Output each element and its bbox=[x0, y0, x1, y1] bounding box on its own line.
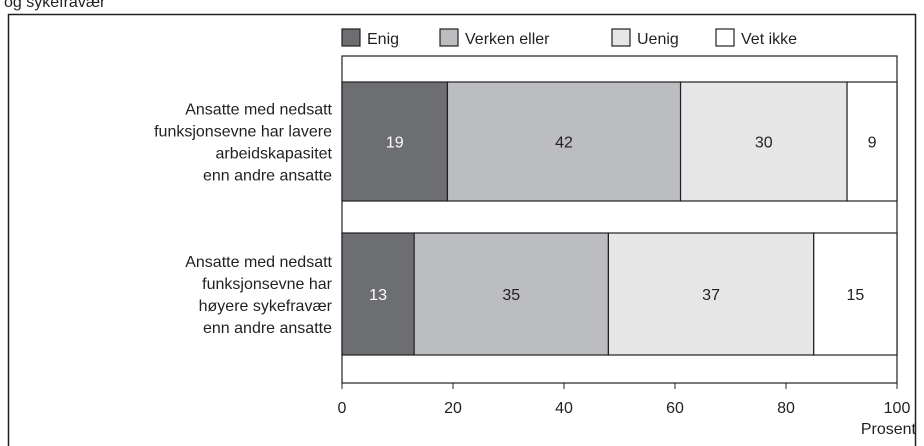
bar-segment bbox=[813, 232, 898, 356]
legend-swatch bbox=[439, 28, 459, 47]
data-label: 9 bbox=[868, 135, 877, 152]
legend-swatch bbox=[715, 28, 735, 47]
data-label: 19 bbox=[386, 135, 404, 152]
data-label: 30 bbox=[755, 135, 773, 152]
bar-segment bbox=[679, 81, 848, 202]
x-axis-label: Prosent bbox=[861, 421, 917, 438]
x-tick-label: 80 bbox=[777, 400, 795, 417]
legend-label: Verken eller bbox=[465, 31, 550, 48]
plot-area bbox=[341, 55, 898, 384]
frame bbox=[7, 13, 917, 446]
legend-swatch bbox=[611, 28, 631, 47]
x-tick-label: 60 bbox=[666, 400, 684, 417]
data-label: 13 bbox=[369, 287, 387, 304]
legend-label: Vet ikke bbox=[741, 31, 797, 48]
bar-segment bbox=[846, 81, 898, 202]
bar-segment bbox=[341, 232, 415, 356]
bar-segment bbox=[341, 81, 449, 202]
x-tick-label: 40 bbox=[555, 400, 573, 417]
legend-swatch bbox=[341, 28, 361, 47]
data-label: 35 bbox=[502, 287, 520, 304]
bar-segment bbox=[446, 81, 682, 202]
legend-label: Uenig bbox=[637, 31, 679, 48]
bar-segment bbox=[607, 232, 815, 356]
x-tick-label: 100 bbox=[884, 400, 911, 417]
legend-label: Enig bbox=[367, 31, 399, 48]
chart-title: og sykefravær bbox=[4, 0, 106, 11]
data-label: 42 bbox=[555, 135, 573, 152]
y-tick-label: Ansatte med nedsatt funksjonsevne har høye… bbox=[185, 254, 332, 337]
data-label: 37 bbox=[702, 287, 720, 304]
x-tick-label: 20 bbox=[444, 400, 462, 417]
x-tick-label: 0 bbox=[338, 400, 347, 417]
data-label: 15 bbox=[846, 287, 864, 304]
bar-segment bbox=[413, 232, 609, 356]
y-tick-label: Ansatte med nedsatt funksjonsevne har lav… bbox=[154, 102, 332, 185]
